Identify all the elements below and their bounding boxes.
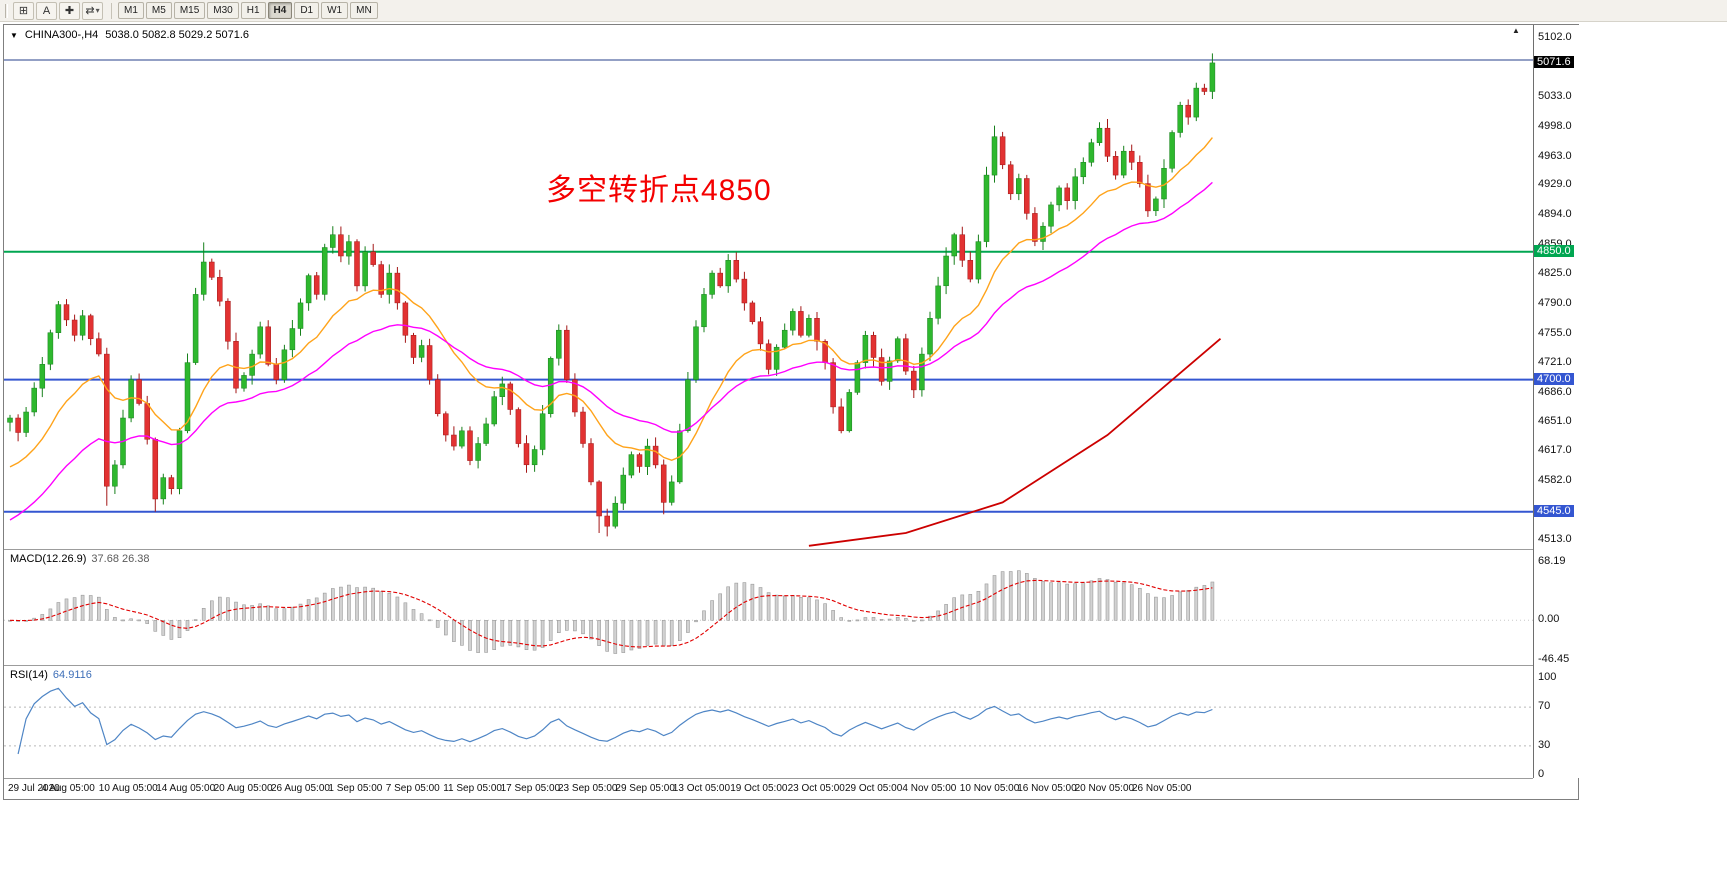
toolbar-grip[interactable] — [5, 4, 8, 18]
timeframe-button-mn[interactable]: MN — [350, 2, 378, 19]
crosshair-tool-button-icon: ✚ — [65, 4, 74, 17]
rsi-axis-label: 70 — [1538, 700, 1550, 712]
time-label: 14 Aug 05:00 — [156, 783, 215, 794]
timeframe-button-m1[interactable]: M1 — [118, 2, 144, 19]
time-label: 23 Sep 05:00 — [558, 783, 618, 794]
time-label: 10 Nov 05:00 — [960, 783, 1020, 794]
grid-tool-button-icon: ⊞ — [19, 4, 28, 17]
timeframe-button-h1[interactable]: H1 — [241, 2, 266, 19]
rsi-axis-label: 0 — [1538, 768, 1544, 780]
price-tick-label: 4894.0 — [1538, 208, 1572, 220]
cycle-symbols-button[interactable]: ⇄▾ — [82, 2, 103, 20]
time-axis[interactable]: 29 Jul 20204 Aug 05:0010 Aug 05:0014 Aug… — [4, 778, 1533, 799]
price-tick-label: 4929.0 — [1538, 178, 1572, 190]
macd-axis-label: 68.19 — [1538, 555, 1566, 567]
price-tick-label: 4721.0 — [1538, 356, 1572, 368]
price-tick-label: 4513.0 — [1538, 533, 1572, 545]
time-label: 11 Sep 05:00 — [443, 783, 502, 794]
time-label: 26 Nov 05:00 — [1132, 783, 1192, 794]
time-label: 13 Oct 05:00 — [673, 783, 730, 794]
time-label: 7 Sep 05:00 — [386, 783, 440, 794]
timeframe-button-m15[interactable]: M15 — [174, 2, 205, 19]
current-price-badge: 5071.6 — [1534, 56, 1574, 68]
macd-axis-label: -46.45 — [1538, 653, 1569, 665]
macd-label: MACD(12.26.9) 37.68 26.38 — [10, 553, 150, 565]
rsi-indicator-panel[interactable]: RSI(14) 64.9116 — [4, 665, 1533, 778]
annotation-a-button-icon: A — [43, 5, 50, 17]
grid-tool-button[interactable]: ⊞ — [13, 2, 34, 20]
time-label: 29 Oct 05:00 — [845, 783, 902, 794]
dropdown-triangle-icon[interactable]: ▼ — [10, 31, 18, 40]
chart-title: ▼ CHINA300-,H4 5038.0 5082.8 5029.2 5071… — [10, 29, 249, 41]
price-tick-label: 5033.0 — [1538, 90, 1572, 102]
price-tick-label: 4825.0 — [1538, 267, 1572, 279]
rsi-axis-label: 30 — [1538, 739, 1550, 751]
annotation-a-button[interactable]: A — [36, 2, 57, 20]
timeframe-button-h4[interactable]: H4 — [268, 2, 293, 19]
price-level-badge-4700.0: 4700.0 — [1534, 373, 1574, 385]
timeframe-toolbar: M1M5M15M30H1H4D1W1MN — [118, 2, 380, 19]
timeframe-button-w1[interactable]: W1 — [321, 2, 348, 19]
price-tick-label: 4998.0 — [1538, 120, 1572, 132]
price-tick-label: 4651.0 — [1538, 415, 1572, 427]
price-tick-label: 4963.0 — [1538, 150, 1572, 162]
timeframe-button-m30[interactable]: M30 — [207, 2, 238, 19]
time-label: 4 Aug 05:00 — [41, 783, 94, 794]
time-label: 10 Aug 05:00 — [99, 783, 158, 794]
macd-indicator-panel[interactable]: MACD(12.26.9) 37.68 26.38 — [4, 549, 1533, 665]
crosshair-tool-button[interactable]: ✚ — [59, 2, 80, 20]
chart-window: ▼ CHINA300-,H4 5038.0 5082.8 5029.2 5071… — [3, 24, 1579, 800]
time-label: 16 Nov 05:00 — [1017, 783, 1077, 794]
rsi-name: RSI(14) — [10, 669, 48, 681]
timeframe-button-d1[interactable]: D1 — [294, 2, 319, 19]
macd-values: 37.68 26.38 — [91, 553, 149, 565]
time-label: 19 Oct 05:00 — [730, 783, 787, 794]
symbol-timeframe-label: CHINA300-,H4 — [25, 29, 98, 41]
cycle-symbols-button-icon: ⇄ — [85, 4, 94, 17]
rsi-value: 64.9116 — [53, 669, 92, 681]
time-label: 1 Sep 05:00 — [328, 783, 382, 794]
price-tick-label: 4686.0 — [1538, 386, 1572, 398]
macd-axis-label: 0.00 — [1538, 613, 1559, 625]
price-tick-label: 4790.0 — [1538, 297, 1572, 309]
chart-annotation-text[interactable]: 多空转折点4850 — [546, 165, 772, 209]
time-label: 17 Sep 05:00 — [501, 783, 561, 794]
time-label: 4 Nov 05:00 — [902, 783, 956, 794]
macd-name: MACD(12.26.9) — [10, 553, 86, 565]
toolbar-separator — [111, 3, 112, 19]
main-chart-panel[interactable]: ▼ CHINA300-,H4 5038.0 5082.8 5029.2 5071… — [4, 25, 1533, 549]
price-level-badge-4545.0: 4545.0 — [1534, 505, 1574, 517]
price-tick-label: 4617.0 — [1538, 444, 1572, 456]
rsi-label: RSI(14) 64.9116 — [10, 669, 92, 681]
price-tick-label: 5102.0 — [1538, 31, 1572, 43]
price-tick-label: 4755.0 — [1538, 327, 1572, 339]
tool-icon-group: ⊞ A ✚ ⇄▾ — [13, 2, 105, 20]
macd-canvas[interactable] — [4, 550, 1533, 665]
chevron-down-icon: ▾ — [96, 6, 100, 15]
time-label: 20 Aug 05:00 — [214, 783, 273, 794]
ohlc-values: 5038.0 5082.8 5029.2 5071.6 — [105, 29, 249, 41]
rsi-axis-label: 100 — [1538, 671, 1556, 683]
timeframe-button-m5[interactable]: M5 — [146, 2, 172, 19]
time-label: 20 Nov 05:00 — [1075, 783, 1135, 794]
price-tick-label: 4582.0 — [1538, 474, 1572, 486]
chart-shift-marker[interactable]: ▲ — [1512, 26, 1520, 35]
time-label: 26 Aug 05:00 — [271, 783, 330, 794]
time-label: 29 Sep 05:00 — [615, 783, 675, 794]
rsi-canvas[interactable] — [4, 666, 1533, 778]
price-chart-canvas[interactable] — [4, 25, 1533, 549]
price-level-badge-4850.0: 4850.0 — [1534, 245, 1574, 257]
time-label: 23 Oct 05:00 — [788, 783, 845, 794]
price-scale[interactable]: 5102.05033.04998.04963.04929.04894.04859… — [1533, 25, 1579, 778]
screen: { "icons": { "dropdown_triangle": "▼", "… — [0, 0, 1727, 884]
toolbar: ⊞ A ✚ ⇄▾ M1M5M15M30H1H4D1W1MN — [0, 0, 1727, 22]
